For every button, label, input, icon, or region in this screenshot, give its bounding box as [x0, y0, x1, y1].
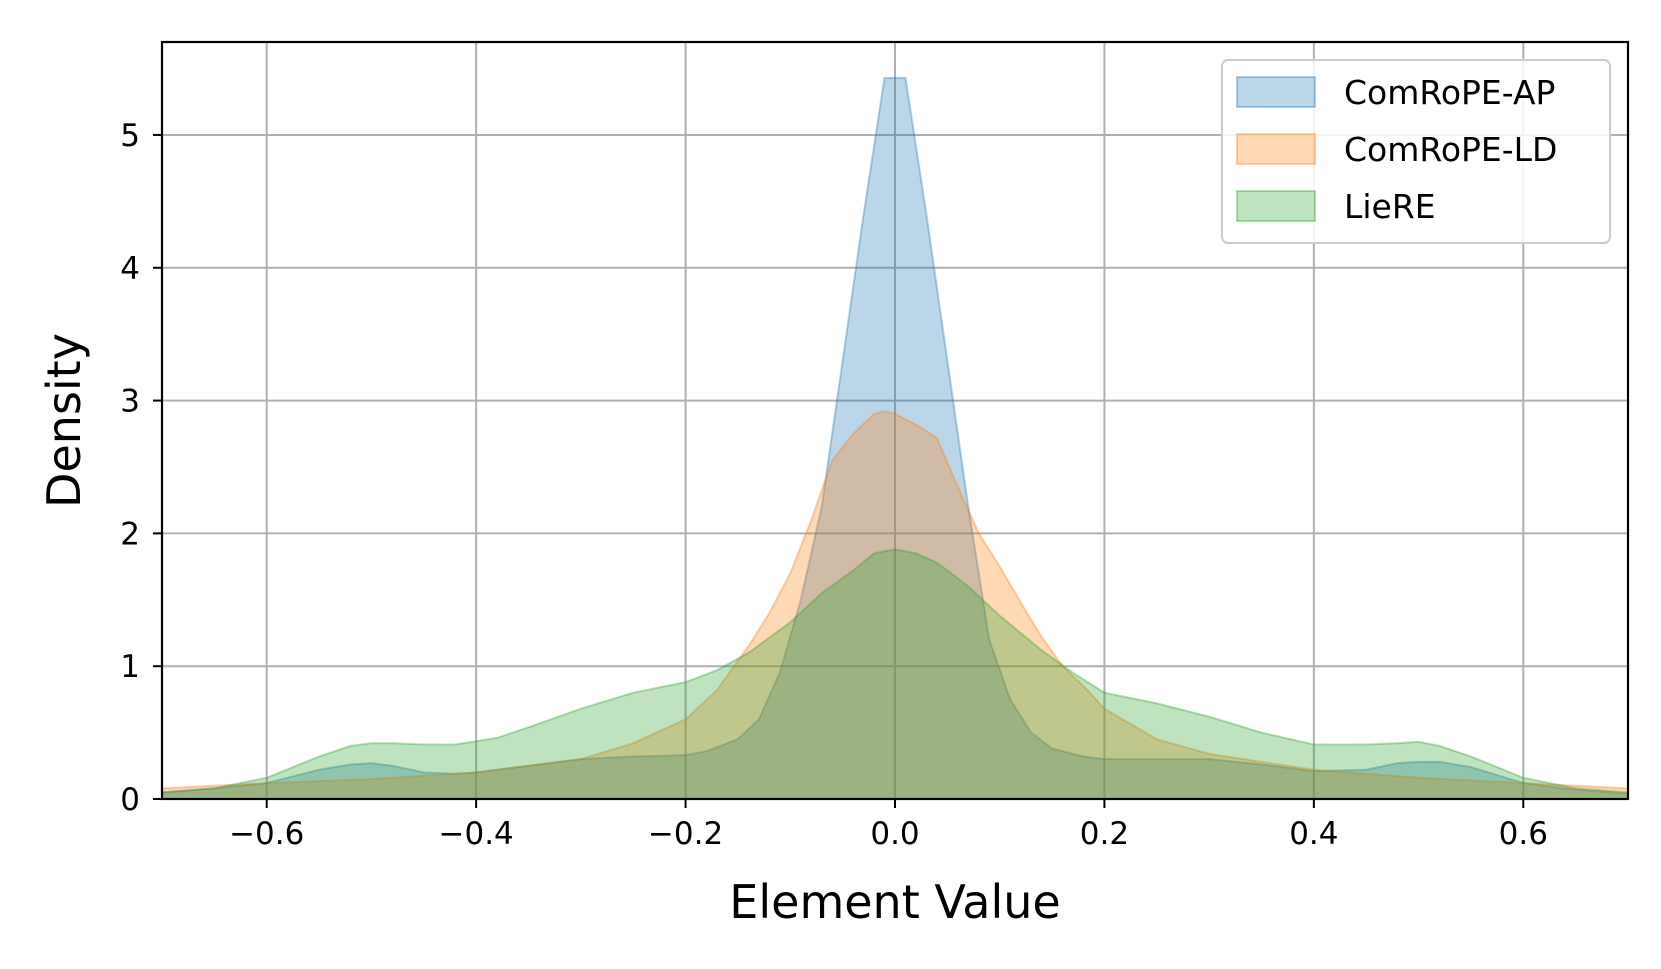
y-ticks: 0 1 2 3 4 5 [120, 118, 162, 818]
y-tick-label: 5 [120, 118, 140, 154]
y-tick-label: 1 [120, 649, 140, 685]
x-tick-label: 0.2 [1080, 816, 1129, 852]
line-comrope-ld [161, 410, 1629, 790]
series-areas [161, 76, 1629, 799]
line-comrope-ap [161, 76, 1629, 795]
x-tick-label: 0.6 [1499, 816, 1548, 852]
x-tick-label: 0.0 [870, 816, 919, 852]
y-axis-label: Density [37, 333, 91, 508]
legend-box [1221, 59, 1611, 244]
x-axis-label: Element Value [729, 875, 1060, 929]
x-tick-label: −0.6 [229, 816, 304, 852]
x-tick-label: −0.4 [439, 816, 514, 852]
y-tick-label: 2 [120, 516, 140, 552]
y-tick-label: 3 [120, 384, 140, 420]
x-tick-label: 0.4 [1289, 816, 1338, 852]
area-comrope-ld [162, 411, 1628, 799]
line-liere [161, 548, 1629, 794]
legend-swatch-comrope-ld [1236, 133, 1316, 165]
x-tick-label: −0.2 [648, 816, 723, 852]
legend-label-comrope-ap: ComRoPE-AP [1344, 73, 1555, 112]
x-ticks: −0.6 −0.4 −0.2 0.0 0.2 0.4 0.6 [229, 799, 1548, 852]
legend-label-liere: LieRE [1344, 187, 1436, 226]
y-tick-label: 4 [120, 251, 140, 287]
legend: ComRoPE-AP ComRoPE-LD LieRE [1221, 59, 1611, 244]
legend-swatch-comrope-ap [1236, 76, 1316, 108]
legend-label-comrope-ld: ComRoPE-LD [1344, 130, 1557, 169]
area-liere [162, 549, 1628, 799]
y-tick-label: 0 [120, 782, 140, 818]
legend-swatch-liere [1236, 190, 1316, 222]
area-comrope-ap [162, 77, 1628, 799]
